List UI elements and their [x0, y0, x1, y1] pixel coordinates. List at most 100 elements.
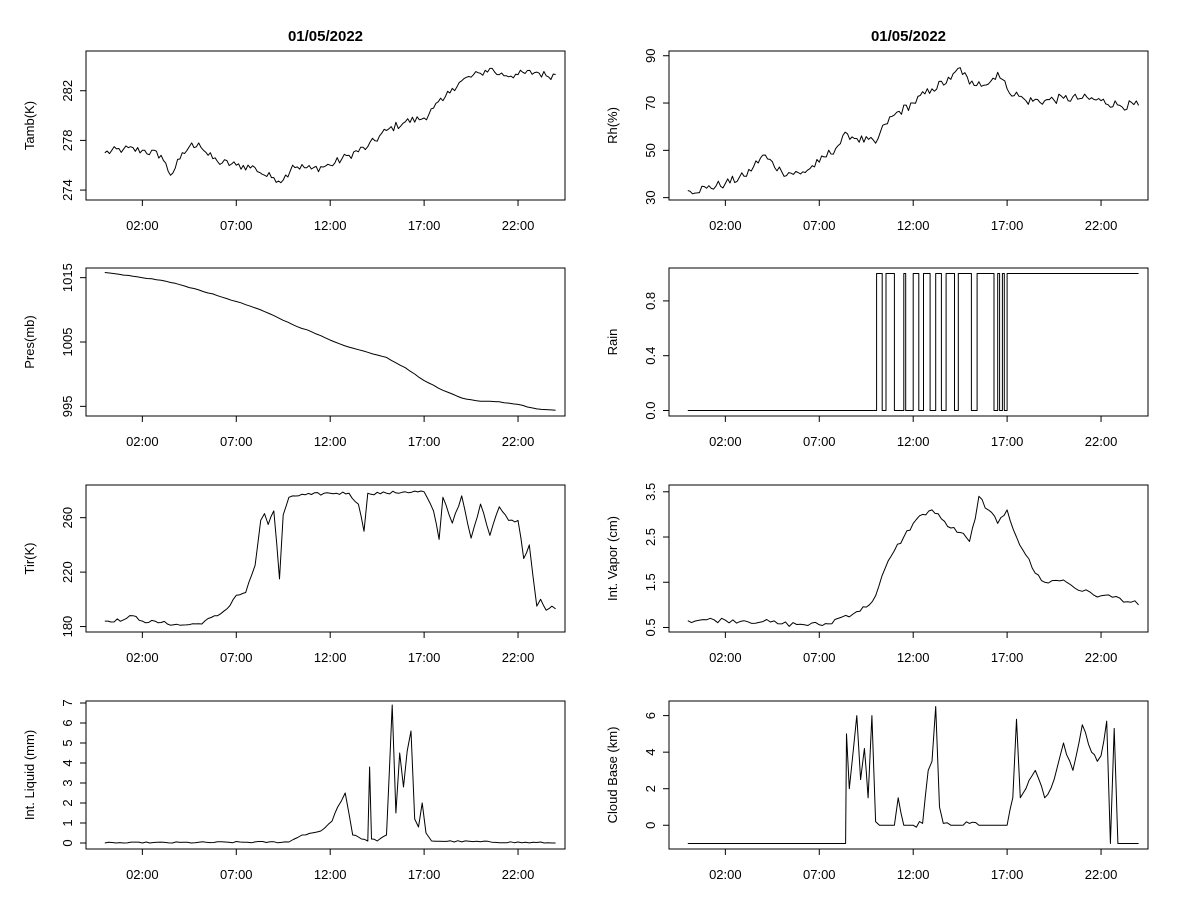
plot-frame [668, 50, 1149, 201]
y-axis-label: Cloud Base (km) [605, 727, 620, 824]
y-tick-label: 1.5 [643, 573, 658, 591]
x-tick-label: 07:00 [220, 434, 253, 449]
panel-1: 01/05/2022 02:00 07:00 12:00 17:00 22:00 274 27… [22, 28, 566, 233]
x-tick-label: 22:00 [1085, 434, 1118, 449]
x-tick-label: 12:00 [897, 650, 930, 665]
y-axis-label: Tir(K) [22, 542, 37, 574]
y-tick-label: 1 [60, 819, 75, 826]
x-tick-label: 22:00 [1085, 218, 1118, 233]
y-tick-label: 274 [60, 179, 75, 201]
y-tick-label: 1005 [60, 328, 75, 357]
x-tick-label: 17:00 [408, 650, 441, 665]
x-tick-label: 17:00 [991, 650, 1024, 665]
x-tick-label: 07:00 [220, 650, 253, 665]
y-axis-label: Int. Liquid (mm) [22, 730, 37, 820]
x-tick-label: 02:00 [126, 867, 159, 882]
x-tick-label: 07:00 [803, 650, 836, 665]
y-axis-label: Pres(mb) [22, 315, 37, 368]
x-tick-label: 12:00 [314, 218, 347, 233]
y-tick-label: 180 [60, 616, 75, 638]
panel-4: 02:00 07:00 12:00 17:00 22:00 0.0 0.4 0.8 Rain [605, 267, 1149, 449]
x-tick-label: 22:00 [502, 867, 535, 882]
x-tick-label: 07:00 [803, 218, 836, 233]
y-tick-label: 0.4 [643, 347, 658, 365]
plot-frame [85, 700, 566, 850]
x-tick-label: 12:00 [314, 650, 347, 665]
panel-7: 02:00 07:00 12:00 17:00 22:00 0 1 2 3 4 5 6 7 Int. Li… [22, 699, 566, 882]
y-tick-label: 2.5 [643, 528, 658, 546]
y-tick-label: 0.5 [643, 618, 658, 636]
series-line [687, 273, 1139, 411]
y-tick-label: 220 [60, 561, 75, 583]
y-tick-label: 278 [60, 130, 75, 152]
panel-5: 02:00 07:00 12:00 17:00 22:00 180 220 260 Tir(K) [22, 484, 566, 665]
y-tick-label: 260 [60, 507, 75, 529]
series-line [687, 495, 1139, 627]
series-line [104, 67, 556, 184]
x-tick-label: 17:00 [408, 867, 441, 882]
y-axis-label: Int. Vapor (cm) [605, 516, 620, 601]
x-tick-label: 02:00 [126, 218, 159, 233]
y-tick-label: 995 [60, 395, 75, 417]
x-tick-label: 22:00 [502, 650, 535, 665]
x-tick-label: 12:00 [314, 434, 347, 449]
x-tick-label: 07:00 [803, 434, 836, 449]
plot-frame [85, 267, 566, 417]
y-tick-label: 6 [643, 712, 658, 719]
x-tick-label: 12:00 [897, 218, 930, 233]
series-line [687, 706, 1139, 844]
x-tick-label: 07:00 [220, 218, 253, 233]
x-tick-label: 22:00 [502, 218, 535, 233]
y-tick-label: 7 [60, 699, 75, 706]
y-tick-label: 5 [60, 739, 75, 746]
y-tick-label: 0 [643, 822, 658, 829]
y-tick-label: 4 [643, 749, 658, 756]
x-tick-label: 02:00 [709, 867, 742, 882]
plot-frame [668, 700, 1149, 850]
panel-3: 02:00 07:00 12:00 17:00 22:00 995 1005 1015 Pres… [22, 263, 566, 449]
y-tick-label: 6 [60, 719, 75, 726]
x-tick-label: 17:00 [991, 218, 1024, 233]
plot-frame [85, 484, 566, 633]
x-tick-label: 17:00 [408, 218, 441, 233]
plot-frame [85, 50, 566, 201]
panel-8: 02:00 07:00 12:00 17:00 22:00 0 2 4 6 Cloud Base … [605, 700, 1149, 882]
x-tick-label: 22:00 [502, 434, 535, 449]
plot-frame [668, 484, 1149, 633]
x-tick-label: 02:00 [709, 218, 742, 233]
y-tick-label: 3 [60, 779, 75, 786]
series-line [104, 704, 556, 844]
x-tick-label: 02:00 [709, 434, 742, 449]
panel-6: 02:00 07:00 12:00 17:00 22:00 0.5 1.5 2.5 3.5 Int… [605, 483, 1149, 665]
y-tick-label: 282 [60, 80, 75, 102]
panel-title: 01/05/2022 [288, 28, 363, 45]
y-tick-label: 3.5 [643, 483, 658, 501]
y-tick-label: 2 [60, 799, 75, 806]
x-tick-label: 17:00 [408, 434, 441, 449]
y-tick-label: 2 [643, 785, 658, 792]
y-tick-label: 70 [643, 96, 658, 110]
y-tick-label: 0.0 [643, 401, 658, 419]
y-tick-label: 1015 [60, 263, 75, 292]
x-tick-label: 22:00 [1085, 650, 1118, 665]
y-tick-label: 4 [60, 759, 75, 766]
x-tick-label: 07:00 [803, 867, 836, 882]
x-tick-label: 02:00 [709, 650, 742, 665]
y-tick-label: 0 [60, 839, 75, 846]
panel-title: 01/05/2022 [871, 28, 946, 45]
x-tick-label: 12:00 [897, 434, 930, 449]
x-tick-label: 07:00 [220, 867, 253, 882]
x-tick-label: 12:00 [314, 867, 347, 882]
x-tick-label: 17:00 [991, 867, 1024, 882]
x-tick-label: 17:00 [991, 434, 1024, 449]
y-axis-label: Tamb(K) [22, 101, 37, 150]
x-tick-label: 12:00 [897, 867, 930, 882]
y-tick-label: 90 [643, 48, 658, 62]
panel-2: 01/05/2022 02:00 07:00 12:00 17:00 22:00 30 50 7… [605, 28, 1149, 233]
series-line [687, 67, 1140, 195]
x-tick-label: 22:00 [1085, 867, 1118, 882]
y-tick-label: 0.8 [643, 292, 658, 310]
y-axis-label: Rh(%) [605, 107, 620, 144]
series-line [104, 272, 556, 411]
